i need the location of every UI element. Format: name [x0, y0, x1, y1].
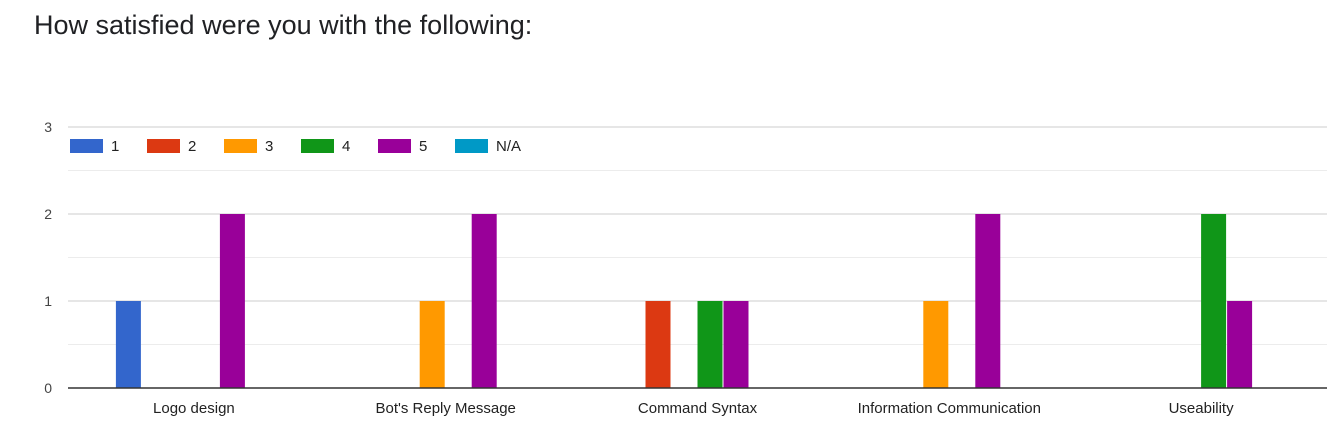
- legend-swatch: [378, 139, 411, 153]
- category-label: Command Syntax: [638, 400, 758, 417]
- question-title: How satisfied were you with the followin…: [34, 10, 533, 40]
- legend-label: 4: [342, 138, 350, 155]
- legend-item-N/A[interactable]: N/A: [455, 138, 521, 155]
- legend-label: 2: [188, 138, 196, 155]
- legend-label: 3: [265, 138, 273, 155]
- category-label: Bot's Reply Message: [375, 400, 515, 417]
- legend-item-1[interactable]: 1: [70, 138, 119, 155]
- legend-swatch: [301, 139, 334, 153]
- legend-item-2[interactable]: 2: [147, 138, 196, 155]
- category-labels: Logo design Bot's Reply Message Command Sy…: [153, 400, 1234, 417]
- legend-item-4[interactable]: 4: [301, 138, 350, 155]
- bar-5-3[interactable]: [975, 214, 1001, 388]
- legend-label: 5: [419, 138, 427, 155]
- category-label: Useability: [1169, 400, 1235, 417]
- bar-3-3[interactable]: [923, 301, 949, 388]
- y-tick-label: 0: [44, 380, 52, 396]
- y-axis-ticks: 0 1 2 3: [44, 119, 52, 396]
- bar-5-1[interactable]: [471, 214, 497, 388]
- bars: [115, 214, 1253, 388]
- legend-swatch: [70, 139, 103, 153]
- legend-swatch: [224, 139, 257, 153]
- legend[interactable]: 1 2 3 4 5 N/A: [70, 138, 521, 155]
- bar-5-4[interactable]: [1227, 301, 1253, 388]
- bar-5-0[interactable]: [219, 214, 245, 388]
- legend-swatch: [455, 139, 488, 153]
- legend-swatch: [147, 139, 180, 153]
- bar-3-1[interactable]: [419, 301, 445, 388]
- bar-1-0[interactable]: [115, 301, 141, 388]
- category-label: Information Communication: [858, 400, 1041, 417]
- category-label: Logo design: [153, 400, 235, 417]
- y-tick-label: 2: [44, 206, 52, 222]
- bar-5-2[interactable]: [723, 301, 749, 388]
- bar-4-2[interactable]: [697, 301, 723, 388]
- legend-item-5[interactable]: 5: [378, 138, 427, 155]
- legend-label: 1: [111, 138, 119, 155]
- y-tick-label: 3: [44, 119, 52, 135]
- y-tick-label: 1: [44, 293, 52, 309]
- bar-2-2[interactable]: [645, 301, 671, 388]
- legend-label: N/A: [496, 138, 521, 155]
- legend-item-3[interactable]: 3: [224, 138, 273, 155]
- bar-4-4[interactable]: [1201, 214, 1227, 388]
